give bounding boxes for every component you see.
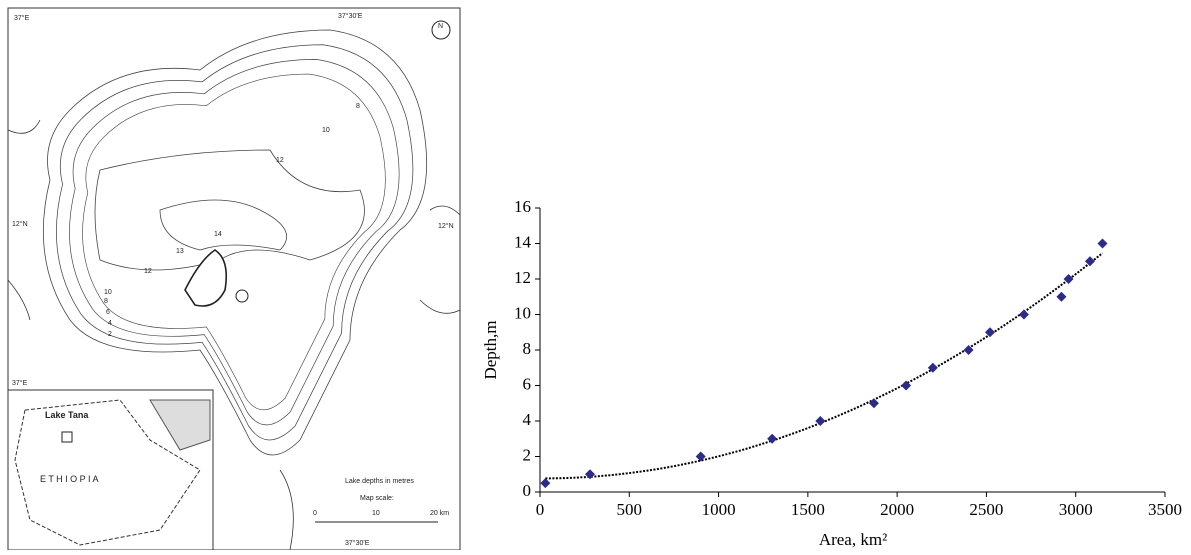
- contour-label: 12: [276, 157, 284, 164]
- coord-label: 37°E: [14, 14, 30, 22]
- data-point: [815, 416, 826, 426]
- contour-label: 10: [104, 289, 112, 296]
- contour-label: 14: [214, 231, 222, 238]
- data-point: [927, 362, 938, 373]
- data-point: [985, 327, 995, 338]
- x-tick-label: 500: [617, 500, 643, 519]
- y-tick-label: 12: [514, 268, 531, 287]
- x-tick-label: 1500: [791, 500, 825, 519]
- contour-label: 8: [104, 298, 108, 305]
- data-point: [1097, 238, 1108, 249]
- x-tick-label: 0: [536, 500, 545, 519]
- north-arrow: [431, 20, 451, 40]
- contour-label: 4: [108, 320, 112, 327]
- inset-label: Lake Tana: [45, 410, 89, 420]
- data-point: [1018, 309, 1029, 320]
- coord-label: 37°E: [12, 379, 28, 387]
- contour-label: 6: [106, 309, 110, 316]
- y-tick-label: 14: [514, 232, 532, 251]
- scale-tick: 20 km: [430, 510, 449, 517]
- data-point: [963, 345, 974, 355]
- contour-label: 12: [144, 268, 152, 275]
- x-tick-label: 1000: [702, 500, 736, 519]
- coord-label: 12°N: [438, 222, 454, 230]
- data-point: [1063, 274, 1074, 284]
- y-tick-label: 0: [523, 481, 532, 500]
- scale-tick: 0: [313, 510, 317, 517]
- data-point: [767, 433, 778, 444]
- contour-label: 8: [356, 103, 360, 110]
- contour-label: 2: [108, 331, 112, 338]
- y-tick-label: 4: [523, 410, 532, 429]
- x-axis-label: Area, km²: [819, 530, 887, 549]
- x-tick-label: 2500: [969, 500, 1003, 519]
- contours: [7, 29, 461, 551]
- inset-sea: [149, 399, 211, 451]
- data-point: [868, 398, 879, 409]
- north-label: N: [438, 23, 443, 30]
- contour-label: 13: [176, 248, 184, 255]
- legend-title: Lake depths in metres: [345, 478, 414, 485]
- lake-map: 37°E 37°30'E 12°N 12°N 37°E N 2 4 6 8 10…: [7, 7, 461, 551]
- x-tick-label: 3000: [1059, 500, 1093, 519]
- y-axis-label: Depth,m: [481, 320, 500, 379]
- data-point: [1056, 291, 1067, 302]
- y-tick-label: 8: [523, 339, 532, 358]
- inset-label: E T H I O P I A: [40, 474, 99, 484]
- inset-lake: [61, 431, 73, 443]
- data-point: [1085, 256, 1095, 267]
- scale-title: Map scale:: [360, 495, 394, 502]
- y-tick-label: 2: [523, 445, 532, 464]
- y-tick-label: 16: [514, 197, 531, 216]
- y-tick-label: 6: [523, 374, 532, 393]
- y-tick-label: 10: [514, 303, 531, 322]
- chart: Depth,m Area, km² 0 2 4 6 8 10 12 14 16 0 500 1000 1…: [481, 197, 1182, 549]
- scale-tick: 10: [372, 510, 380, 517]
- data-point: [901, 380, 912, 391]
- data-point: [540, 478, 551, 489]
- coord-label: 12°N: [12, 220, 28, 228]
- data-point: [585, 469, 595, 480]
- x-tick-label: 2000: [880, 500, 914, 519]
- trendline: [545, 252, 1104, 480]
- coord-label: 37°30'E: [345, 539, 370, 547]
- data-point: [695, 451, 706, 462]
- x-tick-label: 3500: [1148, 500, 1182, 519]
- coord-label: 37°30'E: [338, 12, 363, 20]
- contour-label: 10: [322, 127, 330, 134]
